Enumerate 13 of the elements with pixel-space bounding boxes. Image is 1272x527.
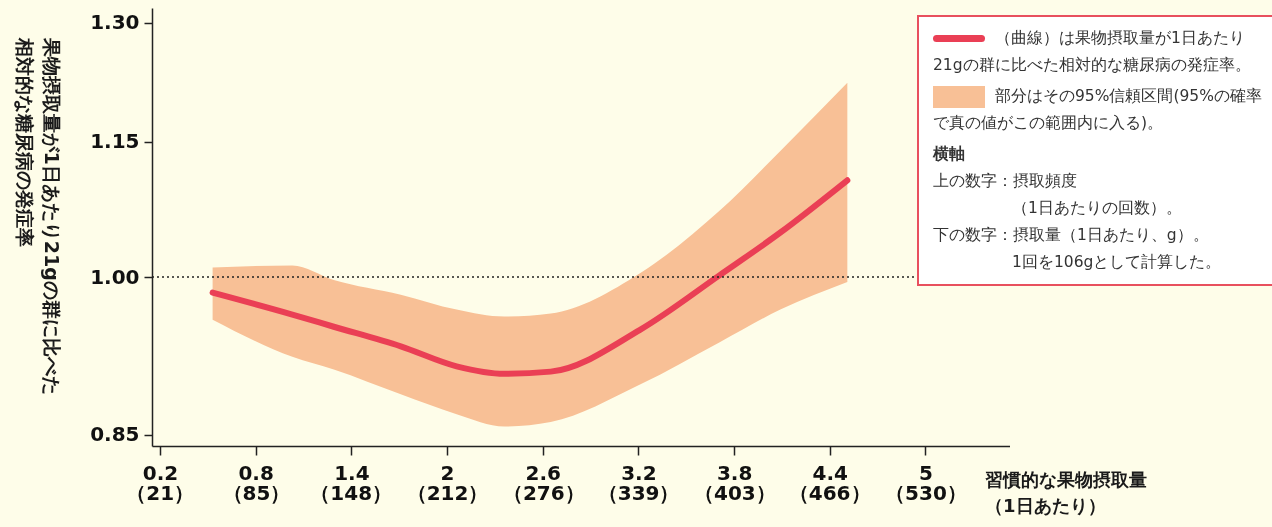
y-tick-label: 1.00 xyxy=(90,264,140,289)
annotation: 部分はその95%信頼区間(95%の確率で真の値がこの範囲内に入る)。 xyxy=(933,86,1263,134)
legend-label: （曲線）は果物摂取量が1日あたり21gの群に比べた相対的な糖尿病の発症率。 xyxy=(933,28,1252,76)
y-tick-label: 0.85 xyxy=(90,422,140,447)
annotation: 横軸 xyxy=(933,144,966,165)
text: （1日あたりの回数）。 xyxy=(1011,198,1183,219)
y-axis-title: 果物摂取量が1日あたり21gの群に比べた相対的な糖尿病の発症率 xyxy=(12,37,64,397)
annotation: 下の数字：摂取量（1日あたり、g）。 xyxy=(933,225,1210,246)
y-tick-label: 1.15 xyxy=(90,129,140,154)
text: 1回を106gとして計算した。 xyxy=(1011,252,1223,273)
x-axis-title: 習慣的な果物摂取量（1日あたり） xyxy=(985,468,1148,518)
y-tick-label: 1.30 xyxy=(90,10,140,35)
annotation: 上の数字：摂取頻度 xyxy=(933,171,1078,192)
